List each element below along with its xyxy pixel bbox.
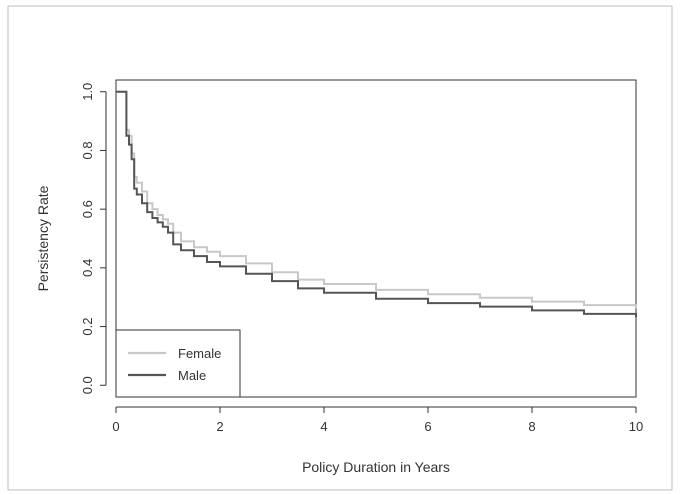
y-tick-label: 0.8 [80,141,95,159]
y-tick-label: 0.6 [80,200,95,218]
legend-label-male: Male [178,368,206,383]
x-tick-label: 2 [216,419,223,434]
series-layer [116,90,637,318]
series-line-male [116,90,637,318]
y-axis: 0.0 0.2 0.4 0.6 0.8 1.0 [80,83,107,394]
legend: Female Male [115,329,241,398]
y-tick-label: 1.0 [80,83,95,101]
y-tick-label: 0.0 [80,376,95,394]
x-tick-label: 10 [629,419,643,434]
series-line-female [116,90,637,309]
figure-border [7,5,673,491]
y-tick-label: 0.2 [80,318,95,336]
x-axis: 0 2 4 6 8 10 [112,406,643,434]
x-tick-label: 6 [424,419,431,434]
x-tick-label: 4 [320,419,327,434]
x-tick-label: 0 [112,419,119,434]
x-tick-label: 8 [528,419,535,434]
plot-frame [115,79,637,398]
legend-box [115,329,241,398]
y-tick-label: 0.4 [80,259,95,277]
legend-label-female: Female [178,346,221,361]
x-axis-title: Policy Duration in Years [302,459,450,475]
y-axis-title: Persistency Rate [35,185,51,291]
